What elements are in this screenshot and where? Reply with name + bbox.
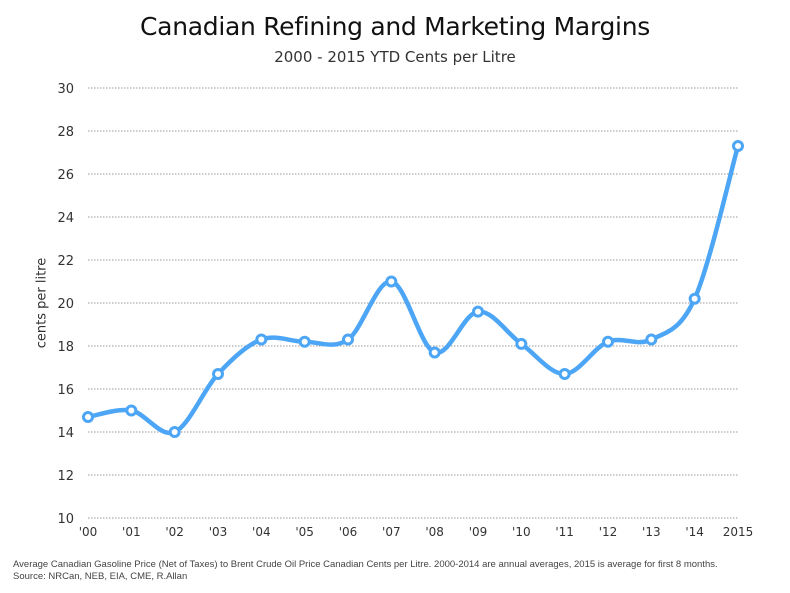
- data-point-05: [298, 335, 311, 348]
- y-tick-label: 26: [57, 168, 74, 183]
- x-tick-label: '07: [382, 525, 401, 539]
- y-tick-label: 18: [57, 340, 74, 355]
- y-tick-label: 22: [57, 254, 74, 269]
- data-point-11: [558, 367, 571, 380]
- x-tick-label: '04: [252, 525, 271, 539]
- x-tick-label: '01: [122, 525, 141, 539]
- y-tick-label: 12: [57, 469, 74, 484]
- y-axis-ticks: 10 12 14 16 18 20 22 24 26 28 30: [57, 82, 74, 527]
- data-point-2015: [732, 140, 744, 153]
- footnote-source: Source: NRCan, NEB, EIA, CME, R.Allan: [13, 571, 188, 582]
- series-line: [85, 143, 741, 436]
- footnote-description: Average Canadian Gasoline Price (Net of …: [13, 559, 718, 570]
- data-point-03: [212, 367, 224, 380]
- x-tick-label: '13: [642, 525, 661, 539]
- data-point-02: [168, 426, 181, 438]
- y-tick-label: 28: [57, 125, 74, 140]
- x-axis-ticks: '00 '01 '02 '03 '04 '05 '06 '07 '08 '09 '10 '11 '12 '…: [79, 525, 754, 539]
- x-tick-label: '06: [339, 525, 358, 539]
- x-tick-label: '03: [209, 525, 228, 539]
- y-tick-label: 30: [57, 82, 74, 97]
- data-point-10: [515, 337, 528, 350]
- data-point-08: [428, 346, 441, 359]
- chart-title: Canadian Refining and Marketing Margins: [140, 12, 650, 41]
- y-tick-label: 10: [57, 512, 74, 527]
- y-tick-label: 16: [57, 383, 74, 398]
- data-point-00: [82, 410, 94, 423]
- gridlines: [88, 87, 738, 519]
- x-tick-label: 2015: [723, 525, 754, 539]
- x-tick-label: '02: [165, 525, 184, 539]
- data-point-13: [645, 333, 658, 346]
- data-point-14: [688, 292, 701, 305]
- data-point-04: [255, 333, 268, 346]
- y-tick-label: 14: [57, 426, 74, 441]
- x-tick-label: '08: [425, 525, 444, 539]
- x-tick-label: '00: [79, 525, 98, 539]
- y-tick-label: 20: [57, 297, 74, 312]
- y-tick-label: 24: [57, 211, 74, 226]
- x-tick-label: '10: [512, 525, 531, 539]
- data-point-09: [472, 305, 484, 318]
- x-tick-label: '09: [469, 525, 488, 539]
- x-tick-label: '14: [685, 525, 704, 539]
- data-point-07: [385, 275, 398, 288]
- x-tick-label: '11: [555, 525, 574, 539]
- data-point-01: [125, 404, 138, 417]
- series-group: [82, 140, 744, 438]
- x-tick-label: '12: [599, 525, 618, 539]
- footnote: Average Canadian Gasoline Price (Net of …: [13, 559, 718, 583]
- data-point-06: [342, 333, 354, 346]
- chart-subtitle: 2000 - 2015 YTD Cents per Litre: [274, 48, 516, 66]
- data-point-12: [602, 335, 614, 348]
- x-tick-label: '05: [295, 525, 314, 539]
